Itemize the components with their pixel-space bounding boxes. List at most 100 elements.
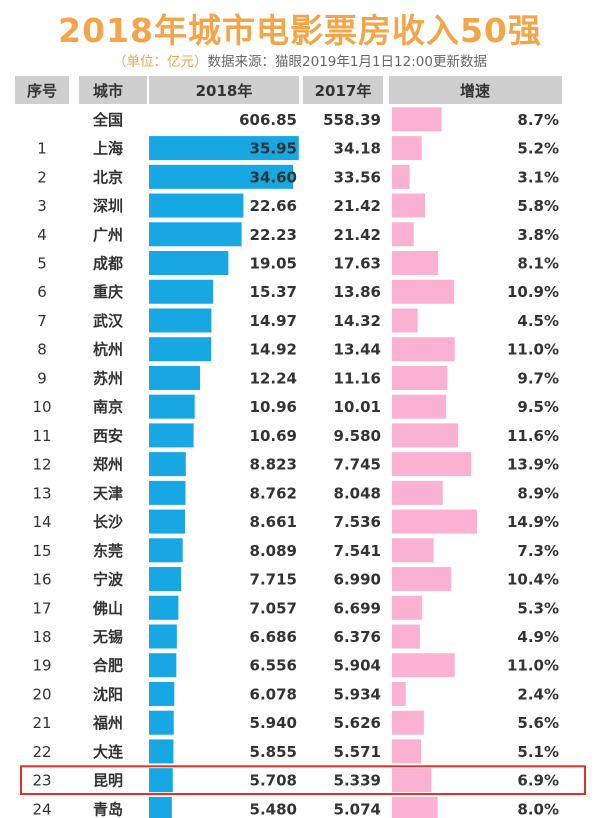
bar-growth	[392, 394, 447, 419]
value-2017-label: 5.339	[334, 772, 381, 790]
value-2017-label: 13.44	[334, 341, 381, 359]
value-2018-label: 34.60	[250, 168, 297, 186]
source-label: 数据来源：猫眼2019年1月1日12:00更新数据	[207, 54, 487, 70]
bar-2018	[149, 337, 212, 362]
city-label: 青岛	[93, 800, 123, 818]
growth-label: 9.5%	[517, 398, 559, 416]
bar-growth	[392, 681, 406, 706]
growth-label: 4.5%	[517, 312, 559, 330]
city-label: 天津	[93, 484, 123, 502]
col-header-2017: 2017年	[315, 82, 372, 100]
growth-label: 9.7%	[517, 369, 559, 387]
bar-growth	[392, 136, 422, 161]
bar-2018	[149, 452, 186, 477]
value-2017-label: 5.074	[334, 800, 381, 818]
col-header-growth: 增速	[460, 82, 490, 100]
value-2018-label: 22.23	[250, 226, 297, 244]
growth-label: 14.9%	[507, 513, 559, 531]
growth-label: 11.0%	[507, 657, 559, 675]
rank-label: 10	[32, 398, 51, 416]
bar-2018	[149, 653, 177, 678]
value-2017-label: 17.63	[334, 255, 381, 273]
growth-label: 6.9%	[517, 772, 559, 790]
value-2018-label: 5.480	[250, 800, 297, 818]
growth-label: 10.9%	[507, 283, 559, 301]
value-2018-label: 5.708	[250, 772, 297, 790]
value-2017-label: 6.376	[334, 628, 381, 646]
bar-2018	[149, 538, 183, 563]
col-header-growth-bg	[389, 76, 562, 104]
growth-label: 8.0%	[517, 800, 559, 818]
rank-label: 7	[37, 312, 47, 330]
city-label: 大连	[93, 743, 124, 761]
city-label: 沈阳	[93, 685, 123, 703]
value-2017-label: 34.18	[334, 140, 381, 158]
value-2017-label: 7.536	[334, 513, 381, 531]
col-header-2018: 2018年	[196, 82, 253, 100]
value-2017-label: 9.580	[334, 427, 381, 445]
value-2018-label: 5.940	[250, 714, 297, 732]
growth-label: 5.2%	[517, 140, 559, 158]
rank-label: 8	[37, 341, 47, 359]
bar-growth	[392, 739, 422, 764]
rank-label: 6	[37, 283, 47, 301]
bar-2018	[149, 193, 244, 218]
rank-label: 17	[32, 599, 51, 617]
bar-2018	[149, 509, 186, 534]
bar-2018	[149, 308, 212, 333]
bar-2018	[149, 624, 177, 649]
value-2017-label: 6.699	[334, 599, 381, 617]
growth-label: 8.1%	[517, 255, 559, 273]
bar-growth	[392, 251, 439, 276]
city-label: 长沙	[93, 513, 123, 531]
city-label: 合肥	[92, 657, 123, 675]
city-label: 福州	[92, 714, 123, 732]
value-2018-label: 19.05	[250, 255, 297, 273]
bar-2018	[149, 567, 182, 592]
value-2018-label: 10.96	[250, 398, 297, 416]
growth-label: 5.6%	[517, 714, 559, 732]
growth-label: 2.4%	[517, 685, 559, 703]
bar-2018	[149, 423, 194, 448]
growth-label: 5.3%	[517, 599, 559, 617]
value-2017-label: 5.571	[334, 743, 381, 761]
bar-growth	[392, 423, 459, 448]
value-2017-label: 10.01	[334, 398, 381, 416]
bar-growth	[392, 107, 442, 132]
growth-label: 11.0%	[507, 341, 559, 359]
value-2017-label: 7.745	[334, 456, 381, 474]
city-label: 佛山	[92, 599, 123, 617]
bar-growth	[392, 567, 452, 592]
city-label: 郑州	[93, 456, 123, 474]
growth-label: 5.1%	[517, 743, 559, 761]
value-2018-label: 15.37	[250, 283, 297, 301]
value-2018-label: 5.855	[250, 743, 297, 761]
rank-label: 16	[32, 571, 51, 589]
rank-label: 12	[32, 456, 51, 474]
bar-2018	[149, 365, 200, 390]
bar-2018	[149, 164, 294, 189]
value-2017-label: 558.39	[323, 111, 381, 129]
growth-label: 8.7%	[517, 111, 559, 129]
bar-growth	[392, 480, 443, 505]
bar-2018	[149, 394, 195, 419]
bar-2018	[149, 681, 175, 706]
city-label: 南京	[93, 398, 123, 416]
city-label: 无锡	[92, 628, 123, 646]
bar-growth	[392, 337, 455, 362]
bar-growth	[392, 710, 424, 735]
city-label: 成都	[93, 255, 123, 273]
bar-2018	[149, 251, 229, 276]
growth-label: 3.1%	[517, 168, 559, 186]
value-2018-label: 10.69	[250, 427, 297, 445]
growth-label: 5.8%	[517, 197, 559, 215]
value-2018-label: 8.762	[250, 484, 297, 502]
bar-growth	[392, 193, 426, 218]
rank-label: 5	[37, 255, 47, 273]
value-2017-label: 33.56	[334, 168, 381, 186]
value-2017-label: 5.934	[334, 685, 381, 703]
rank-label: 9	[37, 369, 47, 387]
bar-growth	[392, 509, 477, 534]
value-2017-label: 7.541	[334, 542, 381, 560]
